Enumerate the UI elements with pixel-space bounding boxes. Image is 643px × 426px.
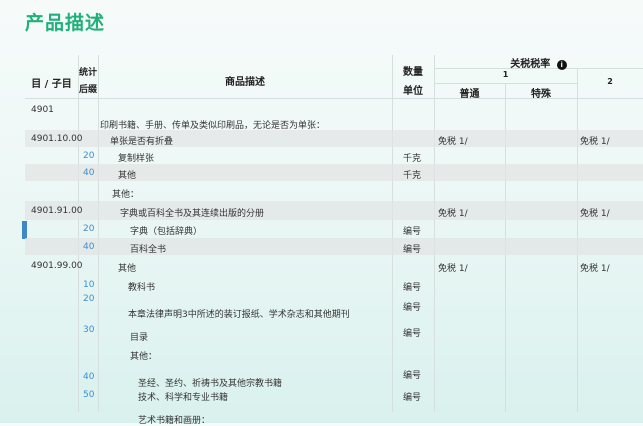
row-rate-col2: 免税 1/ [580, 137, 610, 147]
row-unit: 编号 [403, 245, 422, 255]
row-unit: 编号 [403, 283, 422, 293]
row-stat-suffix: 20 [83, 151, 95, 161]
tariff-table: 目 / 子目 统计 后缀 商品描述 数量 单位 关税税率 i 1 普通 特殊 2… [25, 55, 643, 426]
header-col-1: 1 [502, 70, 509, 79]
info-icon[interactable]: i [556, 60, 567, 70]
row-description: 其他： [130, 352, 158, 362]
table-row[interactable]: 其他： [25, 181, 643, 201]
table-row[interactable]: 艺术书籍和画册： [25, 403, 643, 426]
row-rate-general: 免税 1/ [438, 209, 468, 219]
table-row[interactable]: 40 百科全书 编号 [25, 238, 643, 255]
row-highlight-marker [22, 221, 27, 239]
header-special: 特殊 [531, 89, 551, 100]
header-desc: 商品描述 [225, 77, 265, 88]
row-code: 4901.91.00 [31, 206, 83, 216]
row-description: 字典（包括辞典） [130, 227, 203, 237]
row-description: 圣经、圣约、祈祷书及其他宗教书籍 [138, 379, 283, 389]
header-col-2: 2 [607, 77, 613, 86]
table-row[interactable]: 4901.10.00 单张是否有折叠 免税 1/免税 1/ [25, 130, 643, 147]
row-unit: 编号 [403, 371, 422, 381]
header-rates: 关税税率 i [434, 55, 643, 70]
row-unit: 编号 [403, 393, 422, 403]
table-row[interactable]: 4901.99.00 其他 免税 1/免税 1/ [25, 255, 643, 275]
row-description: 百科全书 [130, 245, 167, 255]
row-rate-general: 免税 1/ [438, 264, 468, 274]
row-description: 字典或百科全书及其连续出版的分册 [120, 209, 265, 219]
row-description: 单张是否有折叠 [110, 137, 174, 147]
header-stat-1: 统计 [78, 68, 97, 78]
row-stat-suffix: 20 [83, 294, 95, 304]
table-row[interactable]: 50 技术、科学和专业书籍 编号 [25, 385, 643, 403]
header-general: 普通 [459, 89, 480, 100]
row-stat-suffix: 40 [83, 372, 95, 382]
row-unit: 编号 [403, 227, 422, 237]
row-description: 复制样张 [118, 154, 155, 164]
header-unit-1: 数量 [403, 67, 423, 78]
table-row[interactable]: 20 本章法律声明3中所述的装订报纸、学术杂志和其他期刊 编号 [25, 293, 643, 320]
row-stat-suffix: 30 [83, 325, 95, 335]
table-row[interactable]: 40 其他 千克 [25, 164, 643, 181]
row-description: 技术、科学和专业书籍 [138, 393, 229, 403]
row-code: 4901 [31, 105, 54, 115]
page-title: 产品描述 [25, 12, 106, 34]
divider [434, 55, 435, 412]
row-description: 其他 [118, 264, 137, 274]
row-rate-col2: 免税 1/ [580, 209, 610, 219]
row-unit: 编号 [403, 303, 422, 313]
row-description: 本章法律声明3中所述的装订报纸、学术杂志和其他期刊 [128, 310, 350, 320]
row-stat-suffix: 40 [83, 242, 95, 252]
header-stat-2: 后缀 [78, 85, 97, 95]
row-rate-general: 免税 1/ [438, 137, 468, 147]
header-code: 目 / 子目 [31, 79, 72, 90]
row-description: 其他 [118, 171, 137, 181]
header-rates-label: 关税税率 [510, 59, 551, 70]
row-rate-col2: 免税 1/ [580, 264, 610, 274]
table-row[interactable]: 4901 印刷书籍、手册、传单及类似印刷品，无论是否为单张： [25, 99, 643, 131]
row-stat-suffix: 50 [83, 390, 95, 400]
row-stat-suffix: 20 [83, 224, 95, 234]
row-stat-suffix: 10 [83, 280, 95, 290]
row-description: 教科书 [128, 283, 156, 293]
row-description: 其他： [112, 190, 140, 200]
table-row[interactable]: 10 教科书 编号 [25, 275, 643, 293]
row-unit: 编号 [403, 329, 422, 339]
row-description: 艺术书籍和画册： [138, 416, 211, 426]
row-code: 4901.10.00 [31, 134, 83, 144]
table-row[interactable]: 其他： [25, 345, 643, 362]
divider [98, 55, 99, 412]
row-stat-suffix: 40 [83, 168, 95, 178]
table-row[interactable]: 30 目录 编号 [25, 320, 643, 345]
table-row[interactable]: 20 复制样张 千克 [25, 147, 643, 164]
row-code: 4901.99.00 [31, 261, 83, 271]
row-description: 印刷书籍、手册、传单及类似印刷品，无论是否为单张： [100, 121, 326, 131]
divider [78, 55, 79, 412]
row-unit: 千克 [403, 171, 422, 181]
table-row[interactable]: 4901.91.00 字典或百科全书及其连续出版的分册 免税 1/免税 1/ [25, 201, 643, 220]
table-row[interactable]: 20 字典（包括辞典） 编号 [25, 220, 643, 238]
table-row[interactable]: 40 圣经、圣约、祈祷书及其他宗教书籍 编号 [25, 357, 643, 389]
divider [392, 55, 393, 412]
row-unit: 千克 [403, 154, 422, 164]
header-unit-2: 单位 [403, 86, 423, 97]
row-description: 目录 [130, 333, 149, 343]
